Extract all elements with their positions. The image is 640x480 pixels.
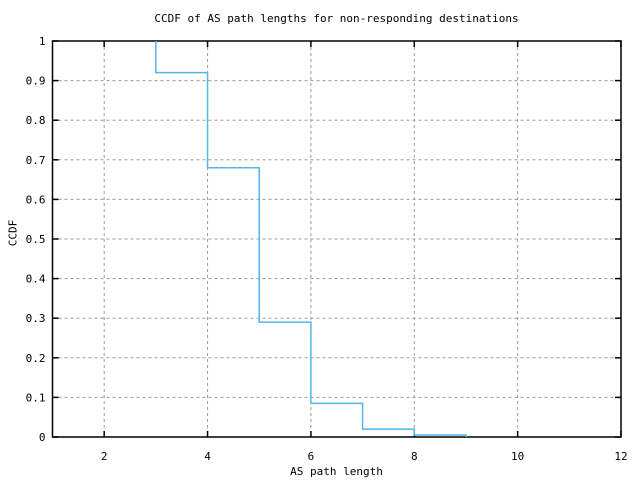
ccdf-step-line [155, 41, 467, 437]
y-tick-label: 0.9 [26, 75, 46, 88]
x-tick-label: 2 [101, 450, 108, 463]
y-tick-label: 0.4 [26, 273, 46, 286]
x-tick-label: 4 [204, 450, 211, 463]
x-axis-label: AS path length [290, 465, 383, 478]
y-tick-label: 0.5 [26, 233, 46, 246]
x-tick-label: 10 [511, 450, 524, 463]
y-tick-label: 0.2 [26, 352, 46, 365]
x-tick-label: 6 [308, 450, 315, 463]
y-tick-label: 0 [39, 431, 46, 444]
y-tick-label: 0.1 [26, 391, 46, 404]
y-tick-label: 1 [39, 35, 46, 48]
y-tick-label: 0.7 [26, 154, 46, 167]
y-tick-label: 0.6 [26, 193, 46, 206]
y-tick-label: 0.8 [26, 114, 46, 127]
x-tick-label: 8 [411, 450, 418, 463]
y-axis-label: CCDF [6, 219, 20, 247]
y-tick-label: 0.3 [26, 312, 46, 325]
chart-title: CCDF of AS path lengths for non-respondi… [154, 12, 519, 25]
x-tick-label: 12 [614, 450, 627, 463]
